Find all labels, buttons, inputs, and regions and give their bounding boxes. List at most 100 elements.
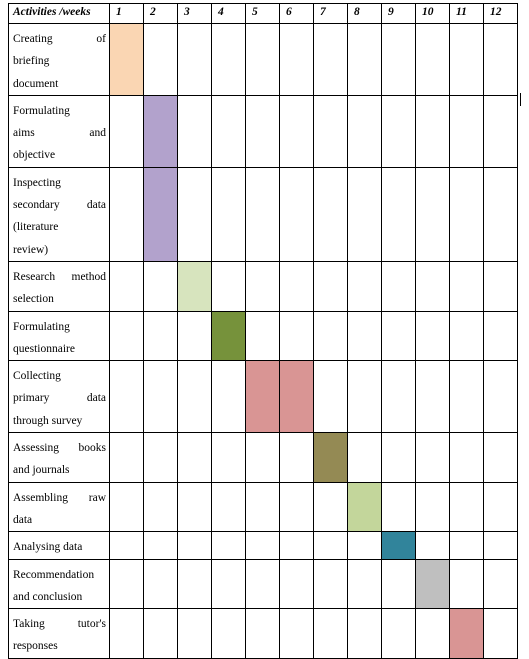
week-cell: [347, 23, 382, 96]
week-cell: [279, 432, 314, 483]
week-cell: [313, 23, 348, 96]
week-cell: [313, 260, 348, 312]
week-cell: [177, 310, 212, 362]
week-cell: [381, 558, 416, 610]
week-cell: [449, 432, 484, 483]
week-cell: [279, 558, 314, 610]
activity-label: Taking tutor's responses: [8, 608, 110, 659]
week-cell: [483, 23, 518, 96]
week-header: 10: [415, 3, 450, 24]
activity-label-line: primary data: [13, 392, 106, 405]
week-cell: [177, 166, 212, 262]
activity-row: Recommendation and conclusion: [8, 558, 518, 610]
week-header: 12: [483, 3, 518, 24]
week-cell: [279, 94, 314, 168]
week-cell: [143, 360, 178, 434]
week-cell: [449, 94, 484, 168]
activity-label-line: Formulating: [13, 320, 70, 333]
week-cell: [143, 310, 178, 362]
week-cell: [245, 531, 280, 560]
week-cell: [381, 360, 416, 434]
activity-row: Collecting primary data through survey: [8, 360, 518, 434]
activity-row: Analysing data: [8, 531, 518, 560]
gantt-table: Activities /weeks 1 2 3 4 5 6 7 8 9 10 1…: [8, 3, 518, 659]
activity-label: Inspecting secondary data (literature revie…: [8, 166, 110, 262]
scheduled-week-cell: [415, 558, 450, 610]
week-cell: [313, 608, 348, 659]
activity-row: Assessing books and journals: [8, 432, 518, 483]
week-cell: [211, 608, 246, 659]
week-cell: [211, 481, 246, 533]
week-cell: [109, 608, 144, 659]
scheduled-week-cell: [347, 481, 382, 533]
week-cell: [449, 166, 484, 262]
activity-label: Analysing data: [8, 531, 110, 560]
week-cell: [177, 558, 212, 610]
activity-label-line: (literature: [13, 221, 59, 234]
activity-label-line: Inspecting: [13, 176, 61, 189]
scheduled-week-cell: [245, 360, 280, 434]
week-cell: [109, 360, 144, 434]
activity-row: Formulating questionnaire: [8, 310, 518, 362]
week-cell: [245, 166, 280, 262]
week-cell: [143, 481, 178, 533]
week-cell: [449, 531, 484, 560]
week-cell: [211, 558, 246, 610]
activity-label-line: and journals: [13, 464, 70, 477]
week-cell: [279, 166, 314, 262]
activity-label-line: Analysing data: [13, 541, 83, 554]
activity-label-line: Recommendation: [13, 568, 95, 581]
week-cell: [483, 481, 518, 533]
scheduled-week-cell: [177, 260, 212, 312]
week-cell: [381, 260, 416, 312]
header-row: Activities /weeks 1 2 3 4 5 6 7 8 9 10 1…: [8, 3, 518, 24]
activity-row: Assembling raw data: [8, 481, 518, 533]
week-cell: [347, 166, 382, 262]
week-header: 2: [143, 3, 178, 24]
week-cell: [415, 260, 450, 312]
activity-label-line: and conclusion: [13, 590, 83, 603]
week-cell: [177, 94, 212, 168]
activity-label-line: secondary data: [13, 199, 106, 212]
week-cell: [483, 558, 518, 610]
week-cell: [347, 531, 382, 560]
week-cell: [347, 360, 382, 434]
activity-label: Assembling raw data: [8, 481, 110, 533]
week-cell: [381, 94, 416, 168]
week-cell: [449, 260, 484, 312]
week-cell: [143, 558, 178, 610]
activity-label-line: Collecting: [13, 370, 61, 383]
scheduled-week-cell: [279, 360, 314, 434]
week-cell: [381, 166, 416, 262]
activity-label-line: aims and: [13, 127, 106, 140]
activity-label: Assessing books and journals: [8, 432, 110, 483]
week-cell: [313, 94, 348, 168]
week-cell: [313, 360, 348, 434]
week-cell: [483, 94, 518, 168]
week-cell: [177, 360, 212, 434]
week-cell: [449, 558, 484, 610]
scheduled-week-cell: [109, 23, 144, 96]
week-cell: [109, 531, 144, 560]
week-cell: [109, 432, 144, 483]
week-cell: [279, 23, 314, 96]
activity-label-line: responses: [13, 640, 58, 653]
week-cell: [415, 23, 450, 96]
week-cell: [347, 608, 382, 659]
week-cell: [381, 310, 416, 362]
activity-row: Inspecting secondary data (literature revie…: [8, 166, 518, 262]
activity-label: Creating of briefing document: [8, 23, 110, 96]
week-header: 8: [347, 3, 382, 24]
activity-label-line: Creating of: [13, 33, 106, 45]
activity-label-line: objective: [13, 149, 56, 162]
week-cell: [177, 432, 212, 483]
week-cell: [347, 94, 382, 168]
scheduled-week-cell: [211, 310, 246, 362]
week-cell: [313, 481, 348, 533]
week-cell: [143, 432, 178, 483]
activity-label-line: through survey: [13, 414, 83, 427]
activity-label-line: data: [13, 513, 33, 526]
week-cell: [483, 432, 518, 483]
activity-label-line: document: [13, 77, 59, 90]
week-header: 3: [177, 3, 212, 24]
